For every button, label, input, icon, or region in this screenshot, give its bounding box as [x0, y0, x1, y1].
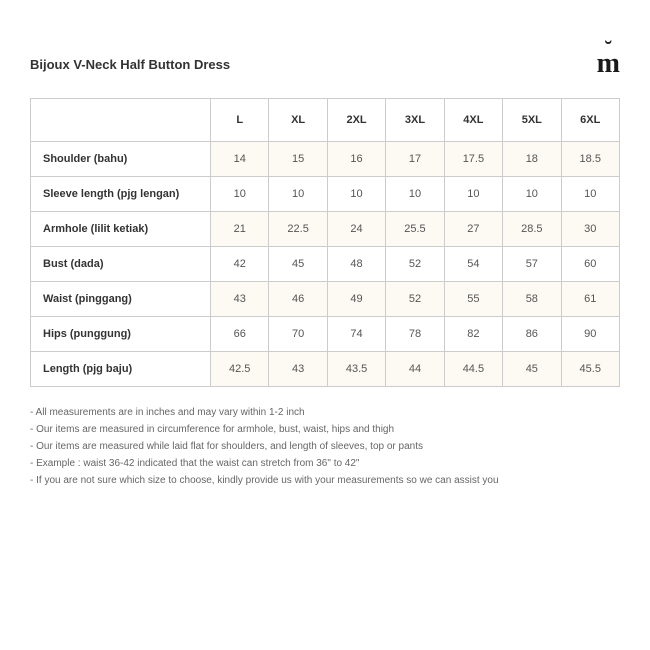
note-line: - Our items are measured in circumferenc…	[30, 422, 620, 438]
size-chart-table: L XL 2XL 3XL 4XL 5XL 6XL Shoulder (bahu)…	[30, 98, 620, 387]
cell-value: 45	[503, 352, 561, 387]
cell-value: 15	[269, 142, 327, 177]
header: Bijoux V-Neck Half Button Dress m	[30, 50, 620, 78]
cell-value: 48	[327, 247, 385, 282]
cell-value: 82	[444, 317, 502, 352]
cell-value: 14	[211, 142, 269, 177]
row-label: Bust (dada)	[31, 247, 211, 282]
cell-value: 70	[269, 317, 327, 352]
cell-value: 18.5	[561, 142, 619, 177]
cell-value: 42	[211, 247, 269, 282]
cell-value: 45.5	[561, 352, 619, 387]
note-line: - All measurements are in inches and may…	[30, 405, 620, 421]
cell-value: 10	[503, 177, 561, 212]
cell-value: 18	[503, 142, 561, 177]
cell-value: 90	[561, 317, 619, 352]
table-row: Length (pjg baju)42.54343.54444.54545.5	[31, 352, 620, 387]
cell-value: 61	[561, 282, 619, 317]
header-size: 5XL	[503, 99, 561, 142]
cell-value: 10	[269, 177, 327, 212]
row-label: Waist (pinggang)	[31, 282, 211, 317]
cell-value: 28.5	[503, 212, 561, 247]
cell-value: 74	[327, 317, 385, 352]
cell-value: 10	[327, 177, 385, 212]
cell-value: 52	[386, 247, 444, 282]
cell-value: 78	[386, 317, 444, 352]
cell-value: 60	[561, 247, 619, 282]
cell-value: 43	[269, 352, 327, 387]
cell-value: 55	[444, 282, 502, 317]
row-label: Hips (punggung)	[31, 317, 211, 352]
cell-value: 43.5	[327, 352, 385, 387]
cell-value: 44.5	[444, 352, 502, 387]
row-label: Sleeve length (pjg lengan)	[31, 177, 211, 212]
cell-value: 42.5	[211, 352, 269, 387]
cell-value: 22.5	[269, 212, 327, 247]
header-size: 2XL	[327, 99, 385, 142]
cell-value: 44	[386, 352, 444, 387]
cell-value: 16	[327, 142, 385, 177]
table-header-row: L XL 2XL 3XL 4XL 5XL 6XL	[31, 99, 620, 142]
cell-value: 66	[211, 317, 269, 352]
cell-value: 54	[444, 247, 502, 282]
cell-value: 10	[386, 177, 444, 212]
cell-value: 27	[444, 212, 502, 247]
header-size: 3XL	[386, 99, 444, 142]
cell-value: 52	[386, 282, 444, 317]
table-row: Bust (dada)42454852545760	[31, 247, 620, 282]
table-body: Shoulder (bahu)1415161717.51818.5Sleeve …	[31, 142, 620, 387]
cell-value: 10	[444, 177, 502, 212]
brand-logo: m	[597, 50, 620, 78]
row-label: Shoulder (bahu)	[31, 142, 211, 177]
cell-value: 21	[211, 212, 269, 247]
cell-value: 24	[327, 212, 385, 247]
cell-value: 43	[211, 282, 269, 317]
cell-value: 10	[211, 177, 269, 212]
notes-section: - All measurements are in inches and may…	[30, 405, 620, 489]
table-row: Armhole (lilit ketiak)2122.52425.52728.5…	[31, 212, 620, 247]
table-row: Waist (pinggang)43464952555861	[31, 282, 620, 317]
row-label: Length (pjg baju)	[31, 352, 211, 387]
header-size: 6XL	[561, 99, 619, 142]
cell-value: 10	[561, 177, 619, 212]
cell-value: 58	[503, 282, 561, 317]
cell-value: 30	[561, 212, 619, 247]
cell-value: 86	[503, 317, 561, 352]
cell-value: 17	[386, 142, 444, 177]
row-label: Armhole (lilit ketiak)	[31, 212, 211, 247]
cell-value: 46	[269, 282, 327, 317]
page-title: Bijoux V-Neck Half Button Dress	[30, 57, 230, 72]
note-line: - If you are not sure which size to choo…	[30, 473, 620, 489]
header-blank	[31, 99, 211, 142]
header-size: L	[211, 99, 269, 142]
cell-value: 25.5	[386, 212, 444, 247]
cell-value: 45	[269, 247, 327, 282]
cell-value: 49	[327, 282, 385, 317]
table-row: Sleeve length (pjg lengan)10101010101010	[31, 177, 620, 212]
header-size: 4XL	[444, 99, 502, 142]
header-size: XL	[269, 99, 327, 142]
note-line: - Our items are measured while laid flat…	[30, 439, 620, 455]
cell-value: 57	[503, 247, 561, 282]
note-line: - Example : waist 36-42 indicated that t…	[30, 456, 620, 472]
cell-value: 17.5	[444, 142, 502, 177]
table-row: Shoulder (bahu)1415161717.51818.5	[31, 142, 620, 177]
table-row: Hips (punggung)66707478828690	[31, 317, 620, 352]
